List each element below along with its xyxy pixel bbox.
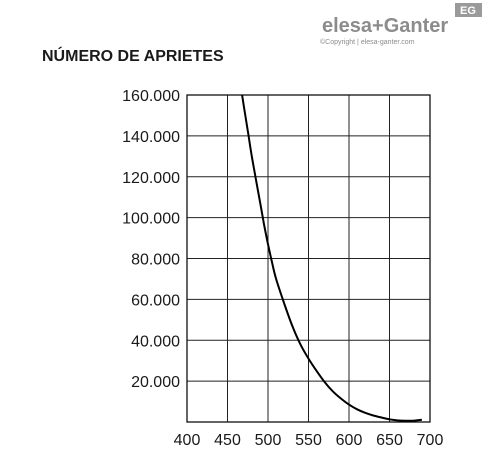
x-tick-label: 550 [295, 432, 322, 449]
y-tick-label: 140.000 [122, 129, 180, 146]
x-tick-label: 650 [376, 432, 403, 449]
y-tick-label: 120.000 [122, 170, 180, 187]
series-line [241, 94, 422, 422]
y-axis-ticks: 20.000 40.000 60.000 80.000 100.000 120.000 14… [122, 88, 180, 391]
grid [187, 95, 430, 422]
y-tick-label: 60.000 [131, 292, 180, 309]
brand-badge: EG [460, 5, 476, 17]
x-tick-label: 400 [174, 432, 201, 449]
brand-logo: elesa+Ganter EG ©Copyright | elesa-gante… [320, 3, 482, 46]
x-axis-ticks: 400 450 500 550 600 650 700 [174, 432, 444, 449]
brand-name: elesa+Ganter [322, 15, 448, 37]
x-tick-label: 700 [417, 432, 444, 449]
chart-title: NÚMERO DE APRIETES [42, 46, 224, 65]
y-tick-label: 160.000 [122, 88, 180, 105]
x-tick-label: 450 [214, 432, 241, 449]
copyright-text: ©Copyright | elesa-ganter.com [320, 38, 415, 46]
y-tick-label: 40.000 [131, 333, 180, 350]
y-tick-label: 20.000 [131, 374, 180, 391]
x-tick-label: 600 [336, 432, 363, 449]
series [241, 94, 422, 422]
x-tick-label: 500 [255, 432, 282, 449]
y-tick-label: 100.000 [122, 211, 180, 228]
y-tick-label: 80.000 [131, 252, 180, 269]
brand-badge-box [455, 3, 482, 17]
plot-frame [186, 94, 431, 423]
